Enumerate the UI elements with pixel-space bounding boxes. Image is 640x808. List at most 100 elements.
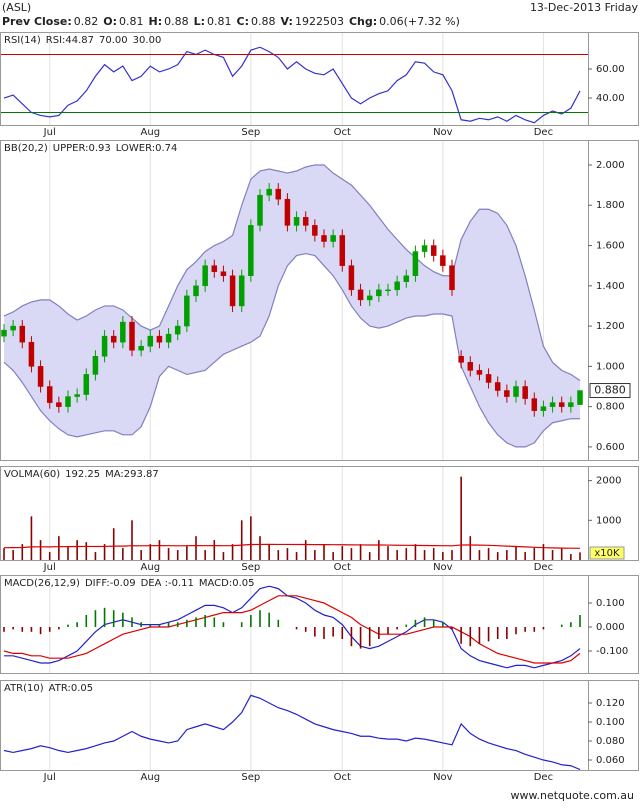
candle-body bbox=[238, 275, 245, 307]
candle-body bbox=[83, 374, 90, 395]
y-tick-label: 1.200 bbox=[596, 321, 625, 332]
y-tick-label: 40.00 bbox=[596, 93, 625, 104]
y-tick-label: 0.080 bbox=[596, 736, 625, 747]
quote-label: Chg: bbox=[349, 15, 377, 28]
candle-body bbox=[376, 289, 382, 297]
plot-area bbox=[3, 467, 581, 560]
candle-body bbox=[129, 321, 135, 351]
candle-body bbox=[110, 335, 117, 343]
quote-label: H: bbox=[149, 15, 163, 28]
candle-body bbox=[348, 265, 355, 291]
line-series bbox=[3, 164, 581, 381]
candle-body bbox=[504, 390, 510, 397]
legend-entry: 30.00 bbox=[133, 35, 162, 46]
panel-title: VOLMA(60) bbox=[4, 469, 60, 480]
y-tick-label: 1.400 bbox=[596, 281, 625, 292]
last-price-label: 0.880 bbox=[594, 384, 626, 397]
candle-body bbox=[1, 329, 7, 337]
quote-value: 1922503 bbox=[295, 15, 344, 28]
candle-body bbox=[476, 370, 483, 375]
candle-body bbox=[257, 194, 263, 226]
candle-body bbox=[156, 335, 163, 343]
x-tick-label: Aug bbox=[141, 562, 161, 573]
candle-body bbox=[449, 265, 455, 291]
candle-body bbox=[385, 289, 391, 292]
x-tick-label: Jul bbox=[43, 127, 56, 138]
candle-body bbox=[558, 402, 565, 407]
candle-body bbox=[531, 398, 538, 411]
line-series bbox=[3, 46, 581, 124]
plot-area bbox=[3, 576, 581, 673]
candle-body bbox=[421, 245, 428, 252]
candle-body bbox=[485, 374, 492, 383]
candle-body bbox=[284, 198, 291, 226]
candle-body bbox=[312, 225, 318, 236]
y-tick-label: 0.100 bbox=[596, 717, 625, 728]
candle-body bbox=[184, 295, 190, 327]
y-tick-label: 0.120 bbox=[596, 698, 625, 709]
quote-value: 0.88 bbox=[251, 15, 276, 28]
y-tick-label: 0.600 bbox=[596, 442, 625, 453]
quote-label: L: bbox=[194, 15, 205, 28]
y-tick-label: 60.00 bbox=[596, 64, 625, 75]
y-tick-label: 1.600 bbox=[596, 241, 625, 252]
panel-frame bbox=[0, 32, 639, 126]
candle-body bbox=[10, 325, 16, 331]
y-tick-label: 2.000 bbox=[596, 160, 625, 171]
x-tick-label: Sep bbox=[241, 127, 260, 138]
candle-body bbox=[174, 325, 181, 335]
candle-body bbox=[394, 281, 400, 291]
y-tick-label: 0.000 bbox=[596, 622, 625, 633]
legend-entry: DIFF:-0.09 bbox=[85, 578, 136, 589]
candle-body bbox=[211, 265, 218, 272]
candle-body bbox=[193, 285, 199, 297]
legend-entry: ATR:0.05 bbox=[49, 683, 93, 694]
quote-label: Prev Close: bbox=[2, 15, 72, 28]
candle-body bbox=[577, 390, 583, 405]
x-tick-label: Nov bbox=[433, 562, 453, 573]
candle-body bbox=[568, 402, 574, 407]
symbol: (ASL) bbox=[2, 1, 31, 14]
candle-body bbox=[275, 188, 282, 200]
band-fill bbox=[4, 164, 580, 447]
quote-label: V: bbox=[281, 15, 293, 28]
candle-body bbox=[458, 356, 464, 363]
y-tick-label: 0.060 bbox=[596, 755, 625, 766]
legend-entry: 70.00 bbox=[99, 35, 128, 46]
candle-body bbox=[366, 295, 373, 301]
x-tick-label: Jul bbox=[43, 772, 56, 783]
candle-body bbox=[357, 289, 364, 301]
footer: www.netquote.com.au bbox=[511, 789, 635, 802]
line-series bbox=[3, 595, 581, 664]
candle-body bbox=[403, 275, 410, 283]
quote-value: 0.88 bbox=[164, 15, 189, 28]
panel-title: ATR(10) bbox=[4, 683, 44, 694]
candle-body bbox=[92, 356, 99, 375]
line-series bbox=[3, 252, 580, 448]
quote-value: 0.06(+7.32 %) bbox=[379, 15, 460, 28]
unit-box bbox=[589, 546, 625, 560]
candle-body bbox=[412, 251, 419, 276]
candle-body bbox=[513, 386, 519, 397]
x-tick-label: Nov bbox=[433, 772, 453, 783]
candle-body bbox=[494, 382, 501, 391]
plot-area bbox=[1, 141, 583, 460]
y-tick-label: 2000 bbox=[596, 476, 621, 487]
quote-label: O: bbox=[103, 15, 117, 28]
line-series bbox=[3, 543, 581, 549]
legend-entry: RSI:44.87 bbox=[46, 35, 94, 46]
y-tick-label: 1000 bbox=[596, 515, 621, 526]
candle-body bbox=[266, 188, 272, 196]
candle-body bbox=[46, 386, 53, 403]
candle-body bbox=[220, 271, 227, 276]
candle-body bbox=[165, 333, 172, 343]
candle-body bbox=[302, 217, 309, 226]
plot-area bbox=[3, 681, 581, 770]
x-tick-label: Oct bbox=[334, 562, 351, 573]
x-tick-label: Nov bbox=[433, 127, 453, 138]
legend-entry: MA:293.87 bbox=[105, 469, 159, 480]
y-tick-label: -0.100 bbox=[596, 646, 628, 657]
quote-value: 0.81 bbox=[207, 15, 232, 28]
candle-body bbox=[293, 217, 300, 226]
